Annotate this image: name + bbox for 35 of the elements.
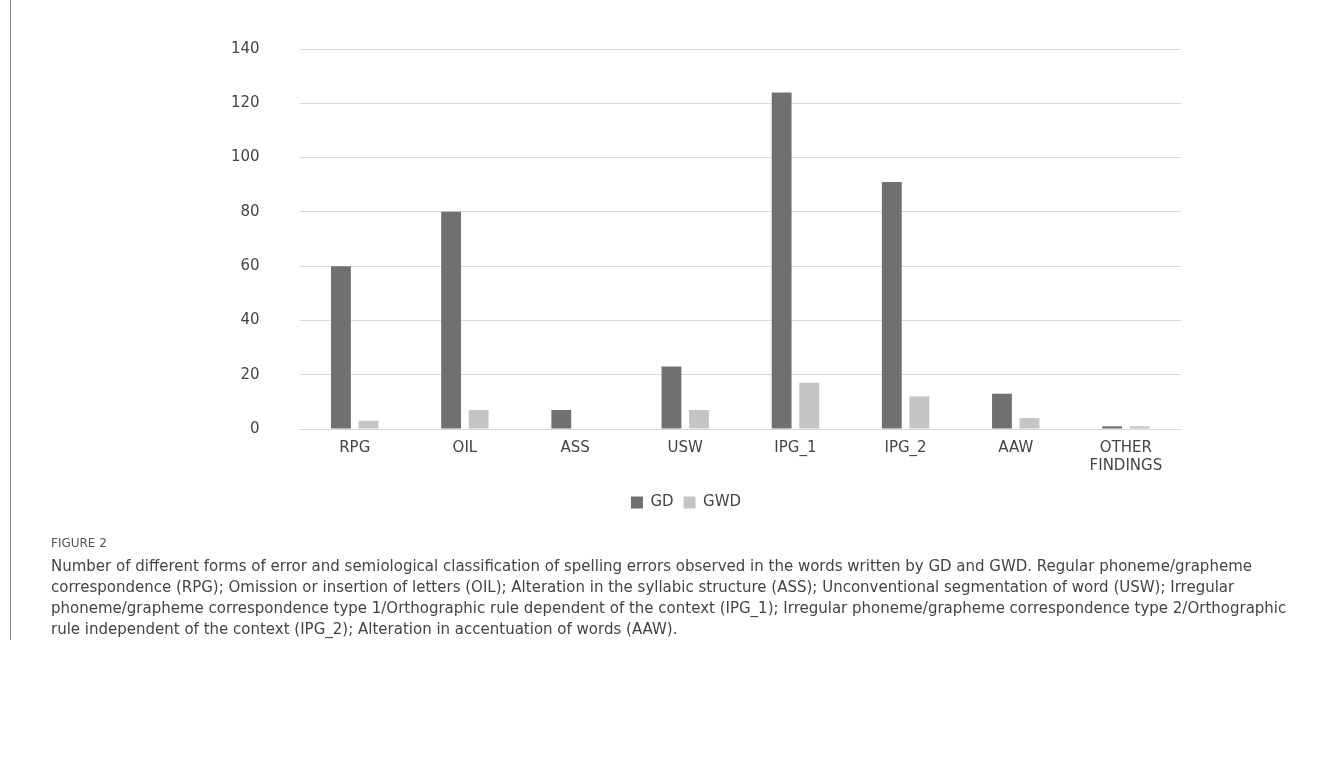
x-tick-label: ASS <box>560 437 590 456</box>
x-tick-label: OIL <box>452 437 478 456</box>
bar <box>358 420 379 429</box>
y-tick-label: 20 <box>240 364 260 383</box>
x-tick-label: IPG_1 <box>774 437 817 457</box>
bar <box>661 366 682 429</box>
y-tick-label: 40 <box>240 310 260 329</box>
bar <box>1019 418 1040 429</box>
bar <box>1102 426 1123 429</box>
bar <box>771 92 792 429</box>
bar <box>468 410 489 429</box>
x-tick-label: OTHER FINDINGS <box>1089 437 1163 474</box>
y-tick-label: 60 <box>240 256 260 275</box>
bar <box>551 410 572 429</box>
y-tick-label: 80 <box>240 201 260 220</box>
bar <box>992 393 1012 429</box>
bar <box>909 396 930 429</box>
bar <box>881 182 902 429</box>
bar <box>689 410 709 429</box>
x-tick-label: USW <box>667 437 704 456</box>
x-tick-label: RPG <box>339 437 371 456</box>
y-tick-label: 140 <box>230 38 260 57</box>
x-tick-label: IPG_2 <box>884 437 927 457</box>
legend-label: GD <box>650 492 674 511</box>
bar <box>1129 426 1150 429</box>
text: Number of different forms of error and semiological classification of spelling errors observed in the words written by GD and GWD. Regular phoneme/grapheme correspondence (RPG); Omission or insertion of letters (OIL); Alteration in the syllabic structure (ASS); Unconventional segmentation of word (USW); Irregular phoneme/grapheme correspondence type 1/Orthographic rule dependent of the context (IPG_1); Irregular phoneme/grapheme correspondence type 2/Orthographic rule independent of the context (IPG_2); Alteration in accentuation of words (AAW). <box>51 556 1288 640</box>
bar <box>331 266 351 429</box>
y-tick-label: 0 <box>250 418 260 437</box>
y-tick-label: 120 <box>230 93 260 112</box>
y-tick-label: 100 <box>230 147 260 166</box>
legend-label: GWD <box>703 492 742 511</box>
bar <box>799 382 820 429</box>
x-tick-label: AAW <box>998 437 1034 456</box>
bar <box>441 211 462 429</box>
text: FIGURE 2 <box>51 536 108 550</box>
